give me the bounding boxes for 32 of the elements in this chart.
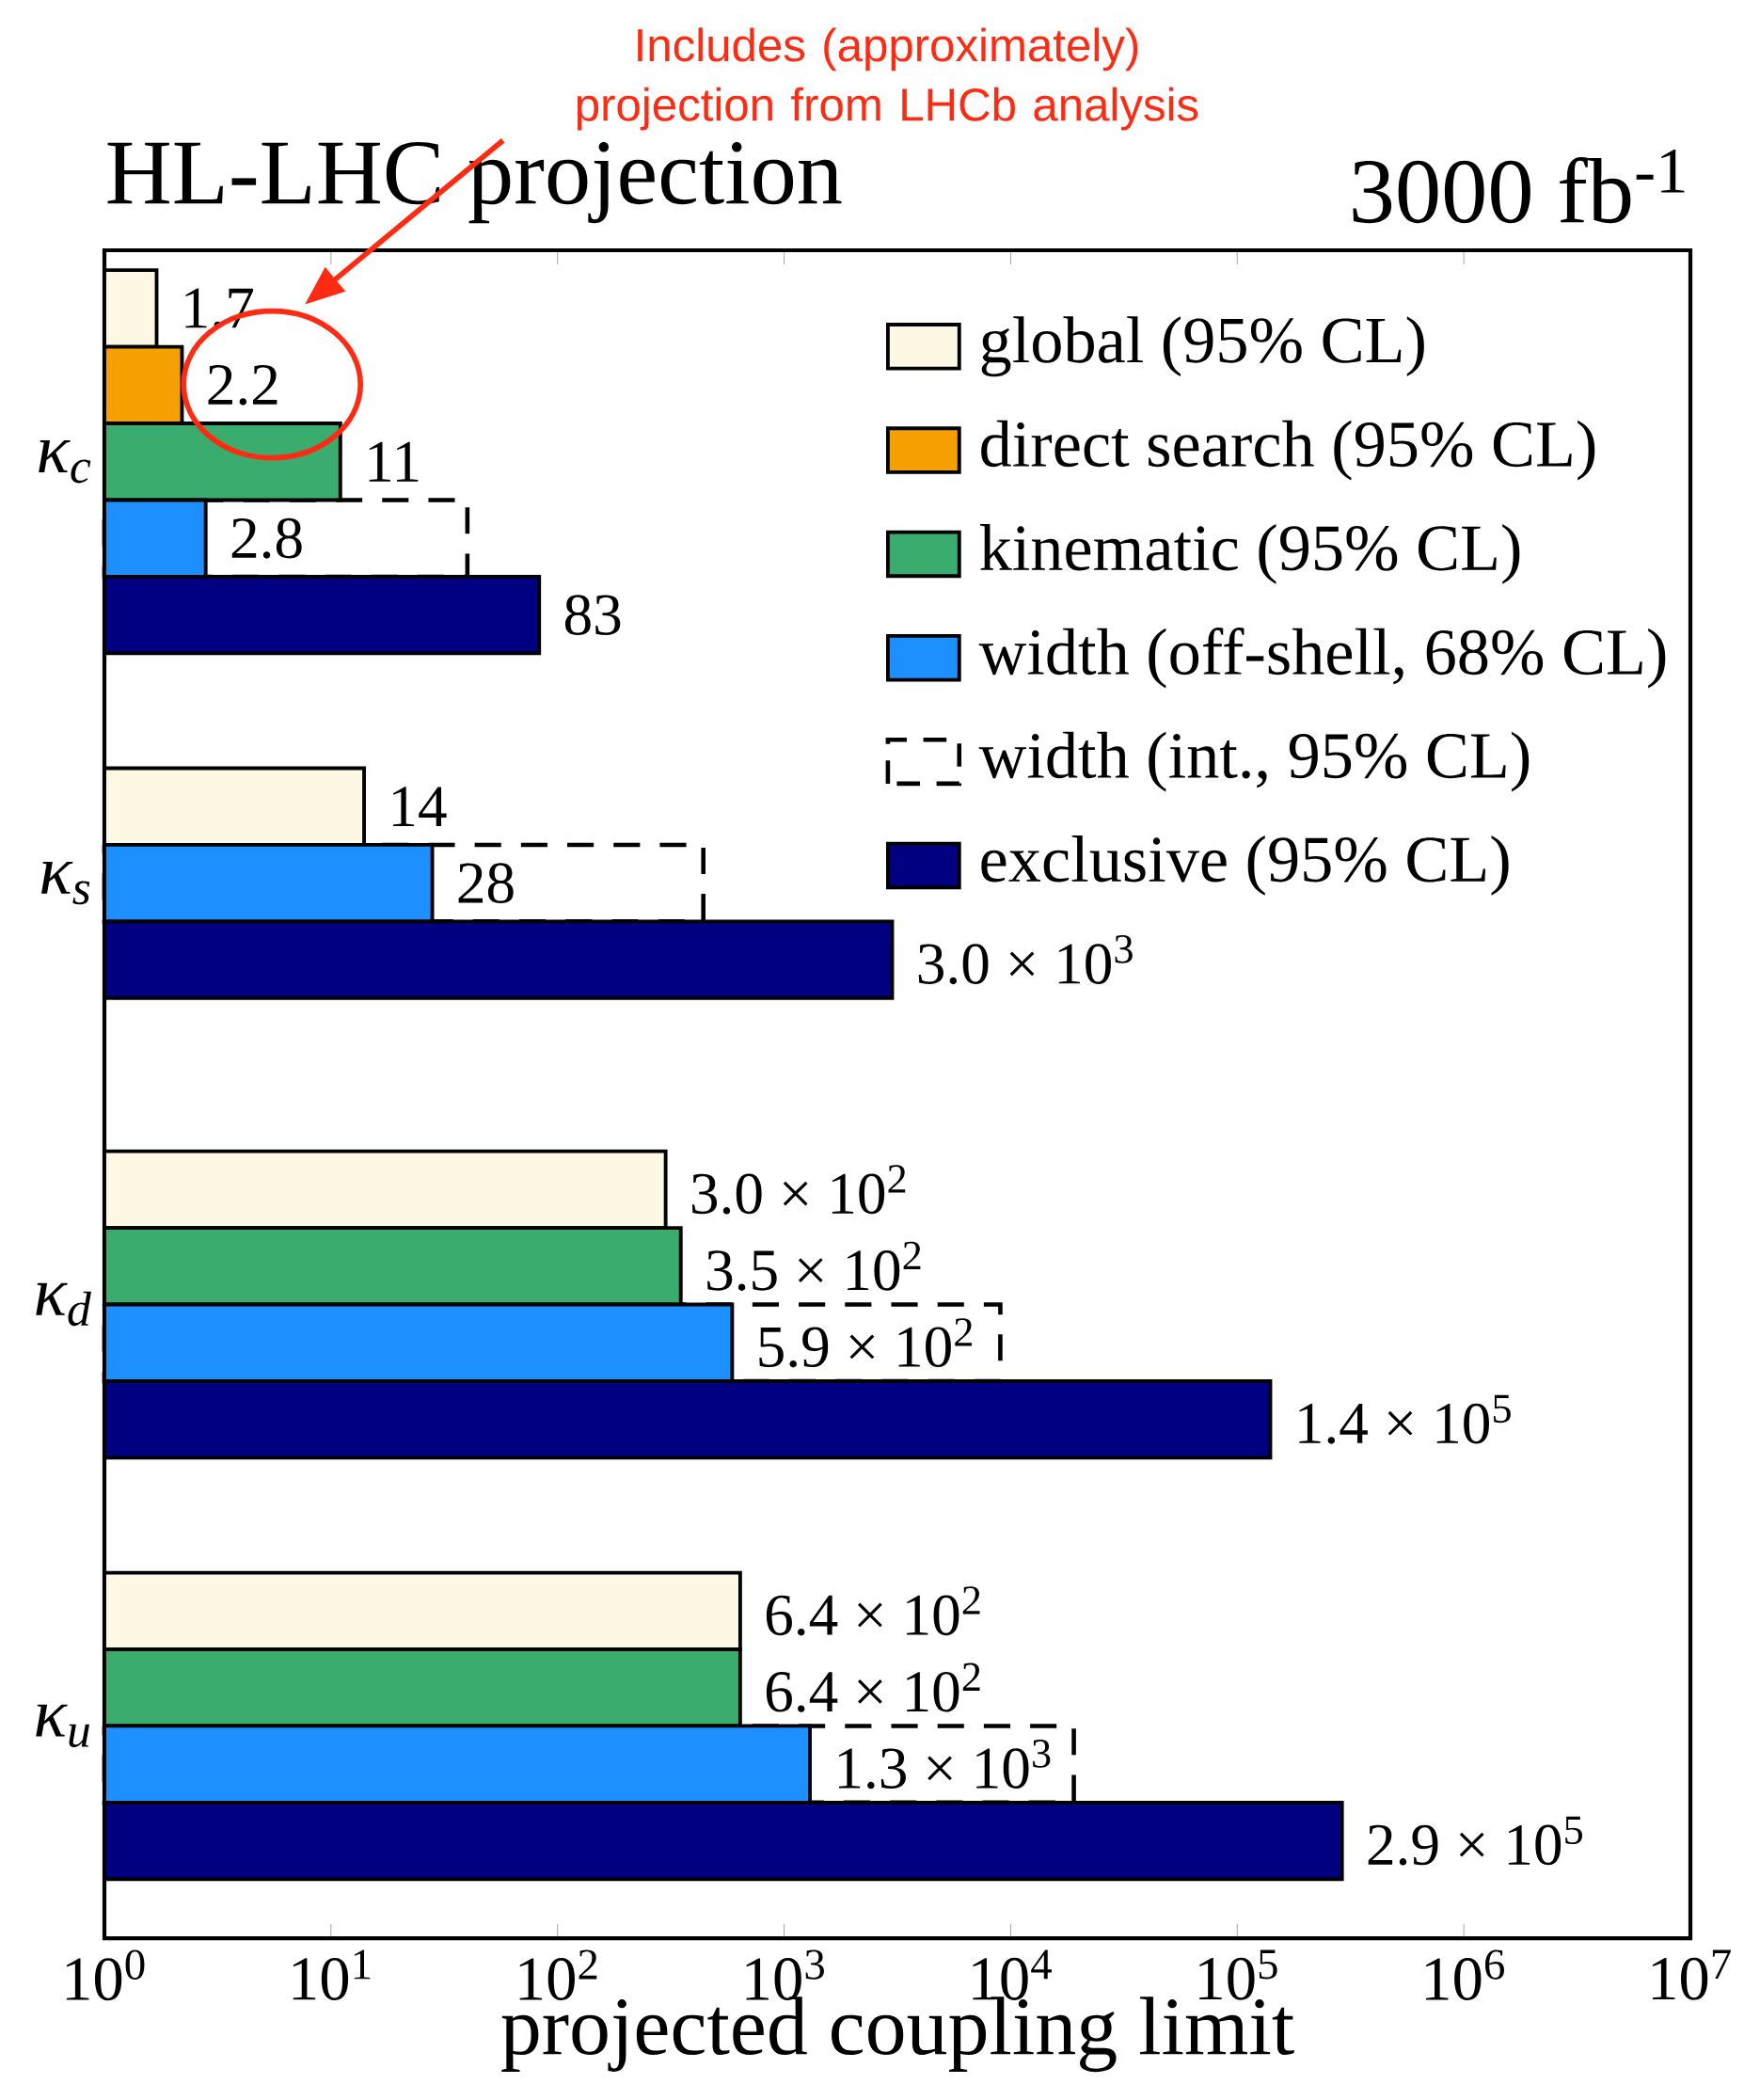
y-tick-label: κ$_{s}$ — [41, 861, 90, 905]
data-label: 6.4 × 10$^{2}$ — [766, 1586, 980, 1636]
legend-label: kinematic (95% CL) — [979, 524, 1520, 584]
data-label: 2.9 × 10$^{5}$ — [1368, 1816, 1583, 1866]
data-label: 3.0 × 10$^{2}$ — [691, 1165, 906, 1215]
data-label: 2.2 — [208, 364, 277, 406]
data-label: 11 — [369, 441, 419, 482]
legend-label: exclusive (95% CL) — [981, 835, 1509, 896]
data-label: 3.0 × 10$^{3}$ — [918, 934, 1133, 985]
legend-label: global (95% CL) — [981, 316, 1424, 377]
chart-subtitle: 3000 fb$^{-1}$ — [1353, 150, 1685, 224]
data-label: 2.8 — [231, 517, 302, 559]
text: Includes (approximately) projection from LHCb analysis — [577, 27, 1198, 131]
data-label: 28 — [458, 863, 514, 903]
x-tick-label: 10$^{1}$ — [293, 1949, 371, 2000]
data-label: 1.4 × 10$^{5}$ — [1299, 1394, 1511, 1444]
legend-label: width (off-shell, 68% CL) — [978, 628, 1666, 689]
chart-title: HL-LHC projection — [107, 142, 842, 224]
y-tick-label: κ$_{d}$ — [36, 1282, 91, 1327]
data-label: 3.5 × 10$^{2}$ — [707, 1241, 921, 1291]
data-label: 14 — [392, 787, 447, 827]
x-tick-label: 10$^{0}$ — [66, 1949, 145, 2001]
x-tick-label: 10$^{7}$ — [1652, 1949, 1731, 2000]
legend-label: width (int., 95% CL) — [978, 731, 1530, 792]
data-label: 83 — [564, 595, 621, 635]
y-tick-label: κ$_{u}$ — [36, 1704, 89, 1748]
data-label: 1.3 × 10$^{3}$ — [838, 1740, 1051, 1790]
data-label: 5.9 × 10$^{2}$ — [759, 1318, 973, 1368]
x-tick-label: 10$^{6}$ — [1426, 1949, 1504, 2001]
data-label: 6.4 × 10$^{2}$ — [766, 1662, 980, 1712]
legend-label: direct search (95% CL) — [981, 420, 1595, 481]
y-tick-label: κ$_{c}$ — [39, 440, 91, 484]
